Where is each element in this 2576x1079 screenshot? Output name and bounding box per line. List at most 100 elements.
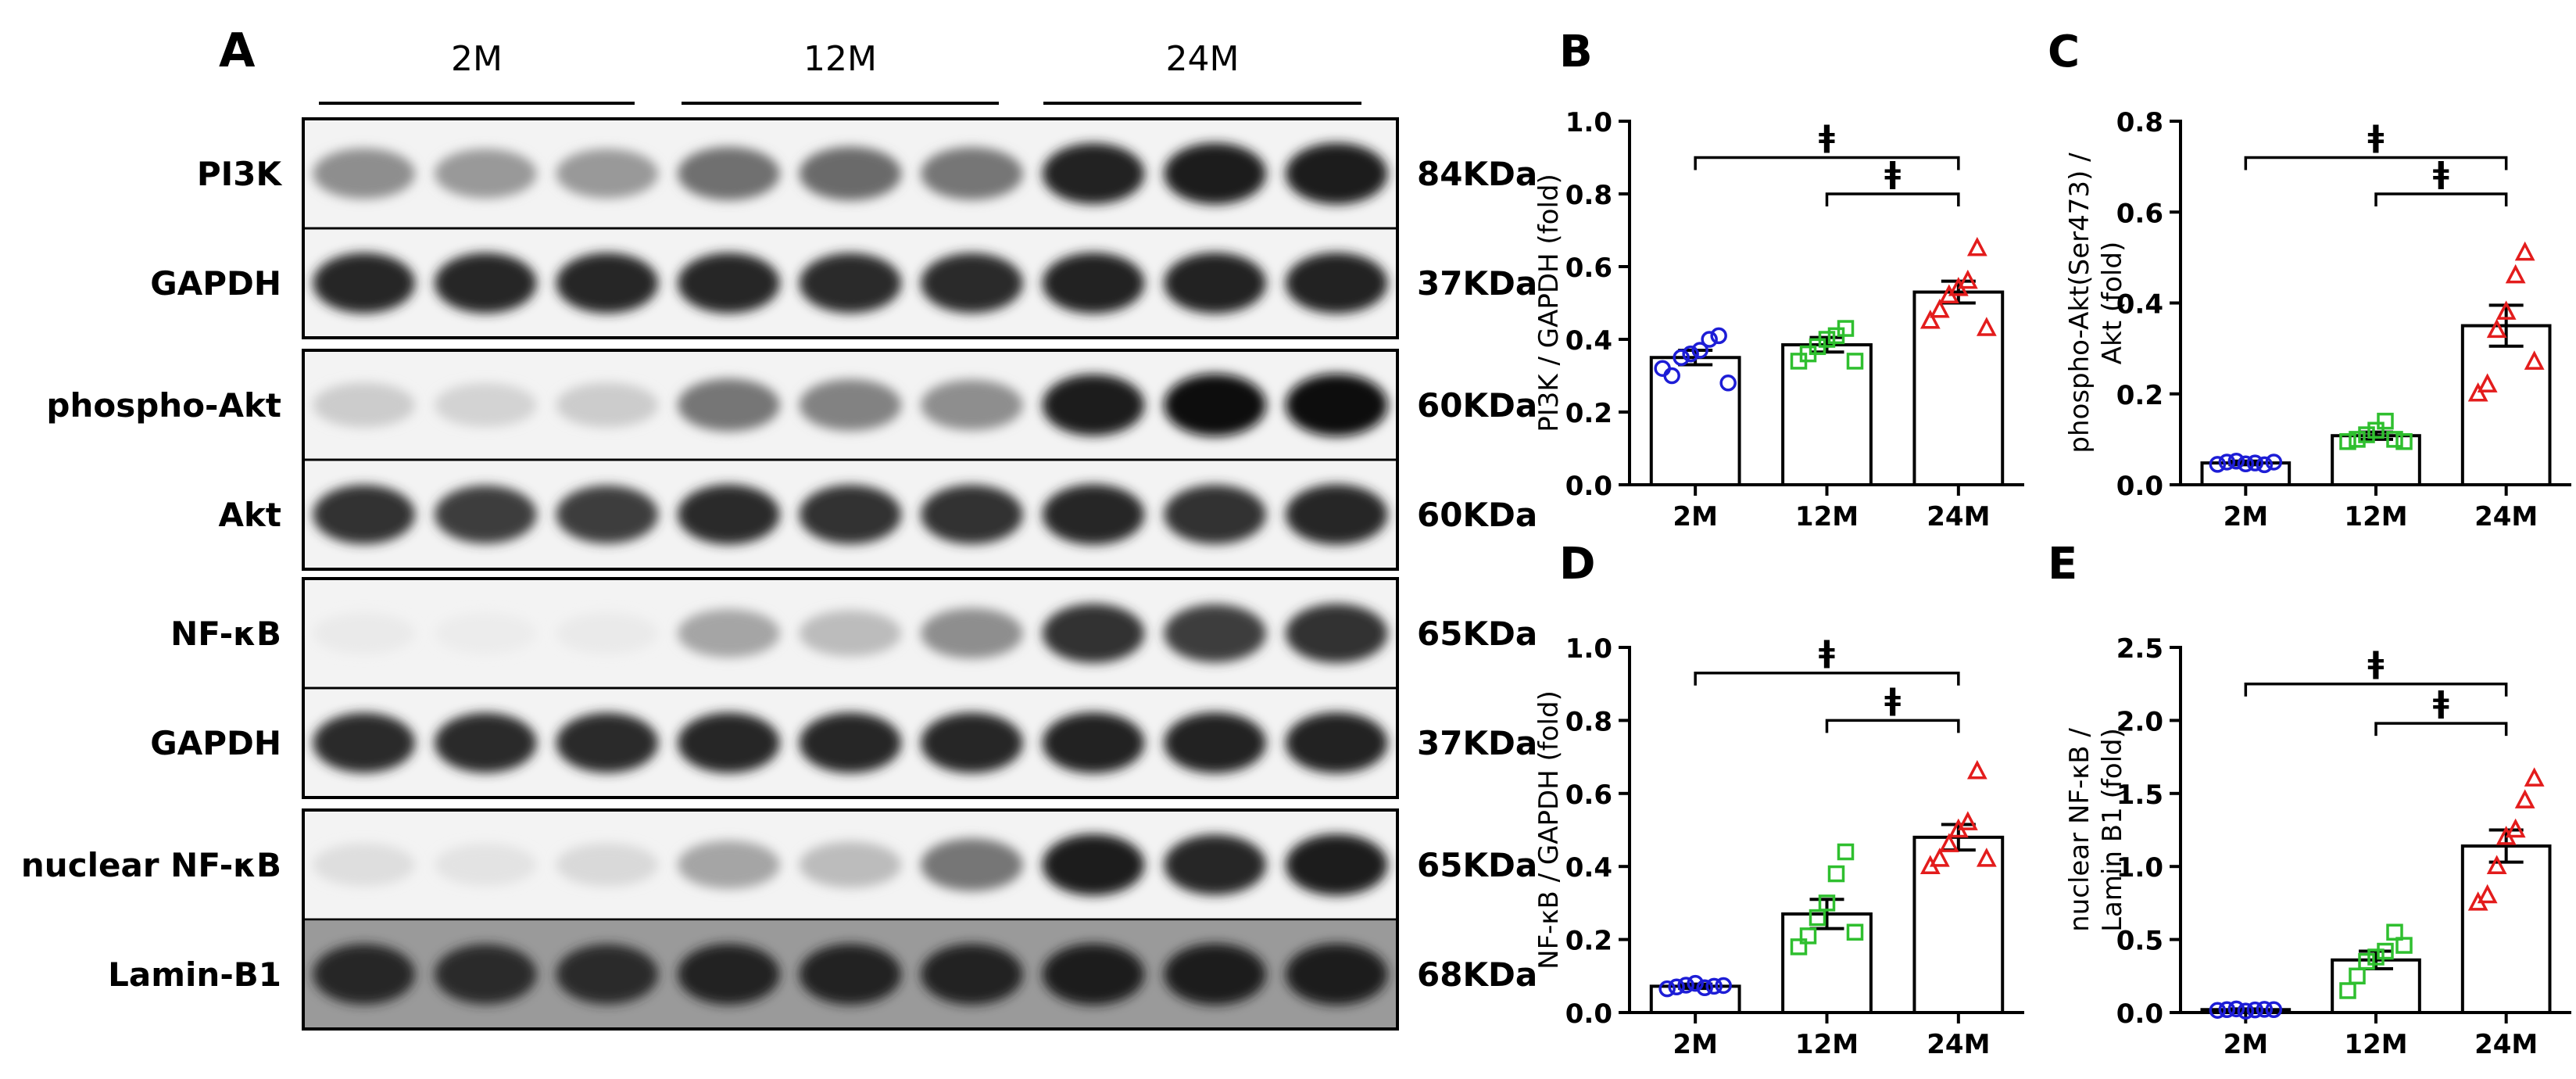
data-point [1687, 974, 1704, 992]
blot-band [799, 944, 902, 1005]
blot-band [799, 253, 902, 314]
blot-band [556, 253, 659, 314]
x-tick-label: 2M [1673, 501, 1718, 532]
molecular-weight-label: 37KDa [1417, 264, 1537, 303]
data-point [1957, 811, 1978, 830]
protein-label: NF-κB [170, 615, 281, 653]
y-tick-label: 1.0 [1565, 107, 1612, 138]
blot-band [799, 146, 902, 201]
panel-letter: C [2048, 27, 2080, 77]
data-point [1677, 977, 1694, 994]
blot-band [1042, 253, 1145, 314]
data-point [1658, 980, 1676, 998]
data-point [2377, 412, 2394, 430]
data-point [1966, 236, 1987, 256]
data-point [2514, 241, 2535, 261]
data-point [2349, 967, 2366, 985]
protein-label: PI3K [197, 155, 283, 193]
panel-letter: E [2048, 539, 2077, 590]
y-tick-label: 0.4 [1565, 852, 1612, 884]
data-point [1691, 342, 1708, 359]
bar [1781, 342, 1873, 486]
significance-bracket [1825, 719, 1960, 733]
data-point [2358, 952, 2375, 970]
data-point [2246, 1001, 2264, 1019]
data-point [2467, 382, 2488, 402]
x-tick-label: 24M [1927, 501, 1990, 532]
blot-band [799, 610, 902, 657]
y-tick-label: 0.8 [1565, 180, 1612, 211]
data-point [1710, 327, 1727, 345]
data-point [2349, 431, 2366, 448]
data-point [1663, 367, 1680, 385]
blot-band [1285, 484, 1388, 545]
x-tick-label: 24M [2474, 1029, 2538, 1060]
x-tick-label: 12M [2344, 501, 2407, 532]
blot-band [435, 149, 537, 199]
blot-band [921, 712, 1023, 773]
significance-marker: ǂ [1884, 156, 1901, 190]
x-tick-label: 2M [1673, 1029, 1718, 1060]
data-point [2218, 1001, 2236, 1019]
blot-band [678, 841, 780, 889]
y-tick-label: 0.2 [1565, 398, 1612, 429]
data-point [2377, 942, 2394, 960]
data-point [1846, 923, 1864, 941]
data-point [1938, 833, 1959, 852]
blot-band [556, 843, 659, 887]
x-tick-label: 12M [1795, 1029, 1859, 1060]
blot-band [799, 379, 902, 431]
data-point [2524, 350, 2545, 370]
blot-band [1164, 943, 1266, 1006]
y-axis-label: phospho-Akt(Ser473) /Akt (fold) [2064, 152, 2128, 453]
data-point [1696, 979, 1713, 996]
y-tick-label: 1.0 [2116, 852, 2163, 884]
chart-panel-e: E 0.0 0.5 1.0 1.5 2.0 2.5 nuclear NF-κB /Lamin … [2048, 539, 2571, 1060]
blot-band [556, 382, 659, 428]
data-point [1809, 909, 1826, 927]
significance-marker: ǂ [2433, 685, 2449, 719]
blot-band [435, 843, 537, 887]
data-point [1837, 843, 1855, 861]
blot-band [313, 253, 416, 314]
blot-band [1164, 253, 1266, 314]
y-tick-label: 0.0 [1565, 471, 1612, 502]
blot-band [313, 485, 416, 544]
data-point [2386, 431, 2403, 448]
data-point [2256, 456, 2274, 474]
data-point [2246, 454, 2264, 471]
data-point [1705, 977, 1723, 995]
data-point [2477, 884, 2498, 904]
blot-band [1285, 943, 1388, 1006]
data-point [1673, 349, 1690, 366]
blot-band [678, 609, 780, 658]
y-tick-label: 0.0 [2116, 471, 2163, 502]
significance-marker: ǂ [1819, 120, 1835, 154]
panel-letter: B [1559, 27, 1593, 77]
data-point [2367, 421, 2385, 439]
quantification-charts: B 0.0 0.2 0.4 0.6 0.8 1.0 PI3K / GAPDH (fold) 2M… [1533, 27, 2571, 1060]
molecular-weight-label: 68KDa [1417, 955, 1537, 994]
significance-bracket [2244, 156, 2508, 170]
molecular-weight-label: 60KDa [1417, 386, 1537, 425]
blot-band [678, 484, 780, 545]
significance-marker: ǂ [1884, 682, 1901, 716]
blot-band [1042, 484, 1145, 545]
y-tick-label: 0.8 [2116, 107, 2163, 138]
data-point [1837, 320, 1855, 337]
blot-band [921, 147, 1023, 200]
blot-band [313, 612, 416, 654]
y-axis-label: nuclear NF-κB /Lamin B1 (fold) [2064, 728, 2128, 932]
significance-bracket [1694, 156, 1960, 170]
y-tick-label: 0.2 [1565, 926, 1612, 957]
blot-band [313, 382, 416, 428]
molecular-weight-label: 84KDa [1417, 155, 1537, 193]
x-tick-label: 12M [1795, 501, 1859, 532]
blot-band [921, 944, 1023, 1005]
y-tick-label: 0.0 [1565, 998, 1612, 1030]
bar [1912, 290, 2005, 486]
blot-band [313, 944, 416, 1005]
data-point [1682, 345, 1699, 363]
significance-marker: ǂ [2368, 646, 2385, 680]
